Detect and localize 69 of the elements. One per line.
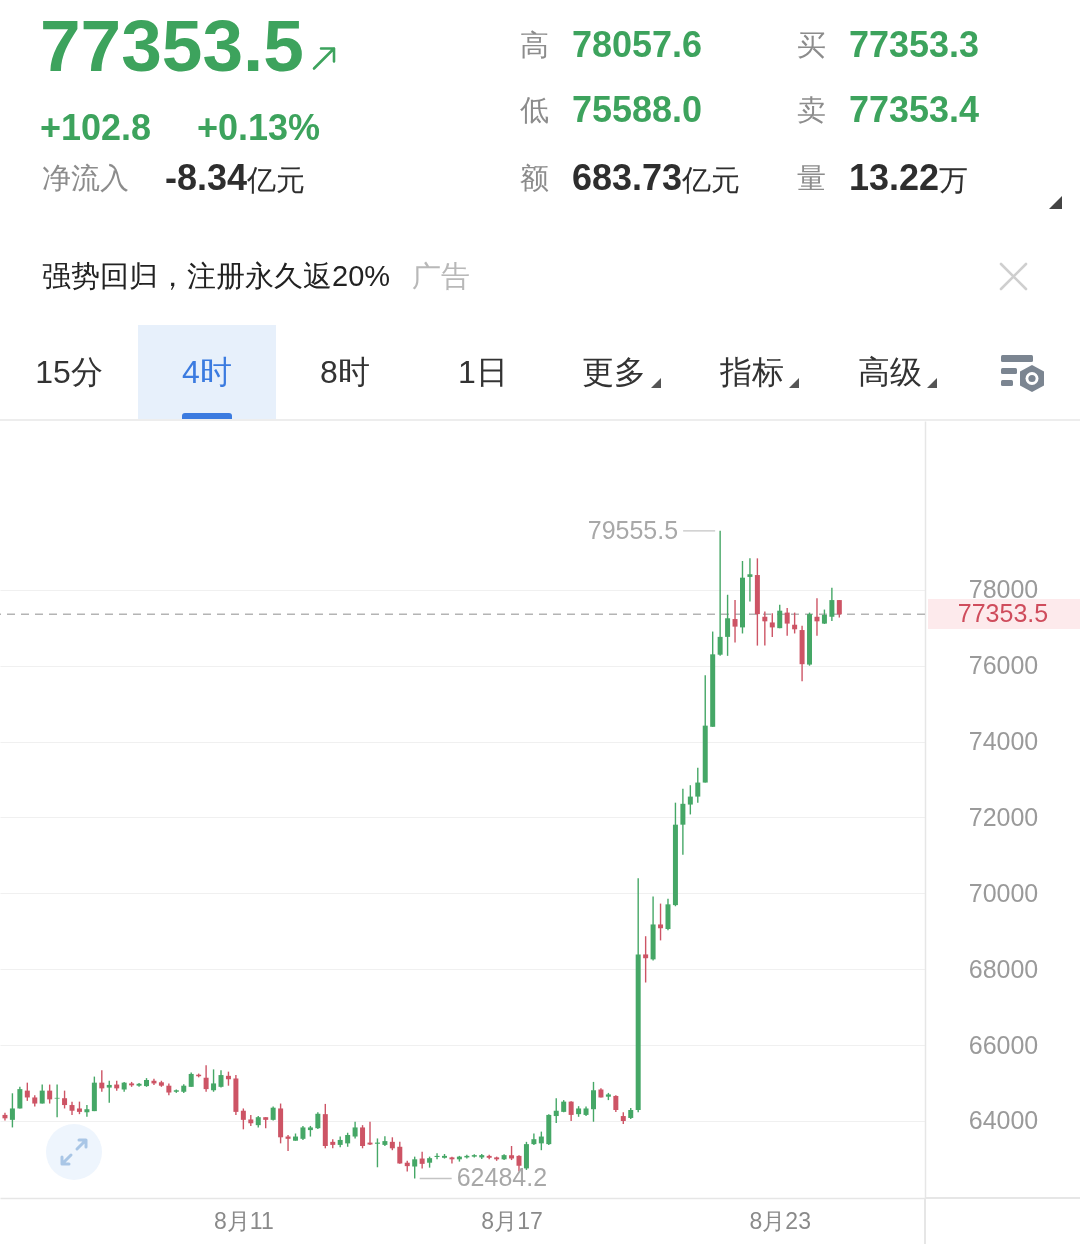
text: +102.8 xyxy=(40,107,152,148)
y-tick-label: 74000 xyxy=(968,727,1039,756)
text: 1日 xyxy=(458,354,508,390)
text: 指标 xyxy=(719,354,784,390)
candlestick xyxy=(643,935,649,984)
text: 8时 xyxy=(320,354,370,390)
text: 量 xyxy=(797,161,826,194)
text: 更多 xyxy=(581,354,646,390)
x-tick-label: 8月17 xyxy=(481,1207,543,1234)
text: 净流入 xyxy=(42,161,129,194)
text: 高 xyxy=(520,28,549,61)
text: 强势回归，注册永久返20% xyxy=(42,259,391,292)
text: 低 xyxy=(520,93,549,126)
y-tick-label: 76000 xyxy=(968,651,1039,680)
candlestick xyxy=(687,784,693,816)
candlestick xyxy=(106,1080,112,1104)
candlestick xyxy=(412,1155,418,1180)
text: -8.34亿元 xyxy=(165,157,306,198)
x-tick-label: 8月11 xyxy=(214,1207,274,1234)
candlestick xyxy=(829,586,835,622)
annotation: 79555.5 xyxy=(587,515,679,544)
candlestick xyxy=(203,1064,209,1093)
text: 买 xyxy=(797,28,826,61)
y-tick-label: 68000 xyxy=(968,954,1039,983)
y-tick-label: 70000 xyxy=(968,878,1039,907)
candlestick xyxy=(732,599,738,644)
x-tick-label: 8月23 xyxy=(749,1207,811,1234)
candlestick xyxy=(211,1068,217,1093)
text: 4时 xyxy=(182,354,232,390)
text: 683.73亿元 xyxy=(572,157,741,198)
candlestick xyxy=(47,1083,53,1105)
y-tick-label: 66000 xyxy=(968,1030,1039,1059)
y-tick-label: 64000 xyxy=(968,1106,1039,1135)
candlestick xyxy=(784,607,790,637)
text: 77353.4 xyxy=(849,89,980,130)
candlestick xyxy=(695,767,701,804)
text: 额 xyxy=(520,161,549,194)
candlestick xyxy=(680,787,686,856)
candlestick xyxy=(248,1114,254,1127)
candlestick xyxy=(39,1083,45,1105)
text: 13.22万 xyxy=(849,157,969,198)
candlestick xyxy=(747,557,753,603)
text: 高级 xyxy=(857,354,922,390)
candlestick xyxy=(9,1092,15,1129)
candlestick xyxy=(419,1151,425,1170)
candlestick xyxy=(590,1081,596,1123)
text: 卖 xyxy=(797,93,826,126)
candlestick xyxy=(725,594,731,657)
candlestick xyxy=(54,1083,60,1118)
candlestick xyxy=(240,1107,246,1131)
y-tick-label: 72000 xyxy=(968,802,1039,831)
candlestick xyxy=(769,612,775,638)
candlestick xyxy=(553,1097,559,1124)
candlestick xyxy=(397,1141,403,1165)
text: +0.13% xyxy=(197,107,321,148)
candlestick xyxy=(367,1121,373,1146)
candlestick xyxy=(658,902,664,942)
candlestick xyxy=(360,1124,366,1149)
candlestick xyxy=(568,1100,574,1122)
annotation: 62484.2 xyxy=(456,1163,548,1192)
text: 78057.6 xyxy=(572,24,703,65)
text: 75588.0 xyxy=(572,89,703,130)
candlestick xyxy=(84,1104,90,1118)
candlestick xyxy=(285,1134,291,1152)
candlestick xyxy=(717,530,723,657)
text: 15分 xyxy=(35,354,103,390)
text: 77353.5 xyxy=(40,4,304,86)
text: 77353.3 xyxy=(849,24,980,65)
text: 广告 xyxy=(412,259,471,292)
